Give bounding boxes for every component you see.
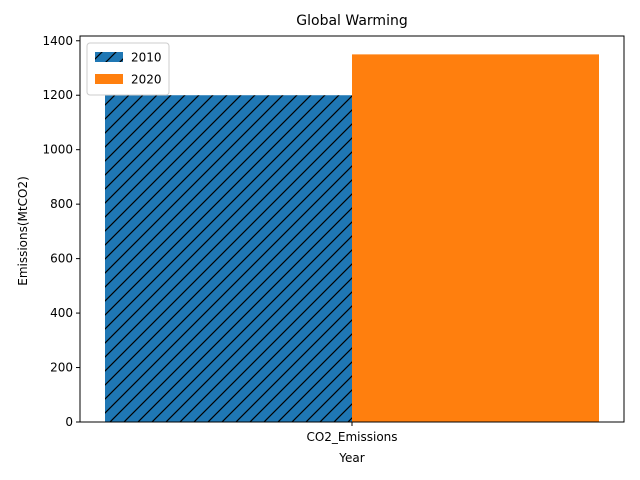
legend-swatch-2020 — [95, 74, 123, 84]
chart-title: Global Warming — [296, 13, 407, 29]
legend-swatch-2010 — [95, 52, 123, 62]
y-tick-label: 1000 — [42, 143, 73, 157]
legend-label-2020: 2020 — [131, 73, 162, 87]
legend-label-2010: 2010 — [131, 51, 162, 65]
bar-2010 — [105, 95, 352, 423]
y-tick-label: 400 — [50, 306, 73, 320]
y-tick-label: 600 — [50, 252, 73, 266]
y-tick-label: 1400 — [42, 34, 73, 48]
x-axis-label: Year — [338, 451, 364, 465]
y-tick-label: 0 — [65, 415, 73, 429]
x-tick-label: CO2_Emissions — [306, 430, 397, 444]
y-tick-label: 200 — [50, 361, 73, 375]
y-axis-label: Emissions(MtCO2) — [16, 176, 30, 286]
y-tick-label: 800 — [50, 197, 73, 211]
bar-2020 — [352, 54, 599, 422]
y-tick-label: 1200 — [42, 88, 73, 102]
